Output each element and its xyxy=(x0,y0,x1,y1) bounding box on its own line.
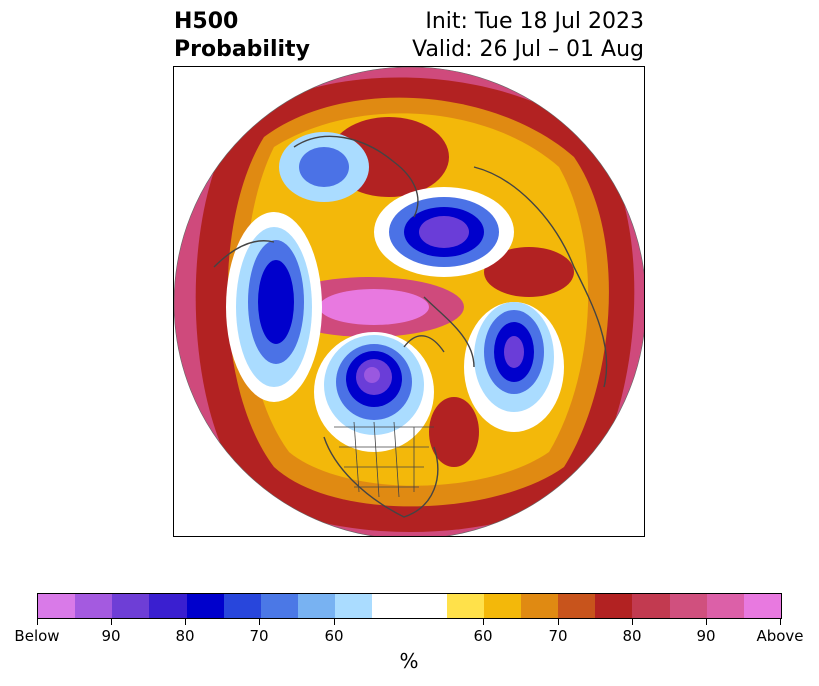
field-below-70-nw xyxy=(299,147,349,187)
colorbar-tick-label: Below xyxy=(14,627,60,645)
title-line-1: H500 xyxy=(174,9,239,34)
colorbar-segment xyxy=(483,594,522,618)
colorbar-segment xyxy=(558,594,596,618)
colorbar-segment xyxy=(669,594,707,618)
colorbar-segment xyxy=(149,594,187,618)
colorbar-segment xyxy=(521,594,559,618)
probability-map xyxy=(174,67,644,536)
field-below-90-north xyxy=(419,216,469,248)
colorbar-tick-label: 80 xyxy=(622,627,642,645)
colorbar-segment xyxy=(335,594,373,618)
colorbar-segment xyxy=(632,594,670,618)
probability-field xyxy=(174,67,644,536)
colorbar-tick-label: 70 xyxy=(548,627,568,645)
colorbar-unit: % xyxy=(399,649,419,673)
colorbar-segment xyxy=(446,594,484,618)
field-below-90-east xyxy=(504,336,524,368)
map-panel xyxy=(173,66,645,537)
init-date: Init: Tue 18 Jul 2023 xyxy=(425,9,644,34)
colorbar-segment xyxy=(260,594,299,618)
colorbar-tick xyxy=(632,619,633,625)
colorbar-tick xyxy=(334,619,335,625)
colorbar-tick-label: Above xyxy=(756,627,804,645)
map-title: H500 Probability xyxy=(174,8,310,64)
colorbar-tick-label: 70 xyxy=(249,627,269,645)
colorbar-tick xyxy=(558,619,559,625)
colorbar-tick-label: 60 xyxy=(324,627,344,645)
title-line-2: Probability xyxy=(174,37,310,62)
colorbar-segment xyxy=(298,594,336,618)
colorbar-segment xyxy=(75,594,113,618)
colorbar xyxy=(37,593,782,619)
field-above-80-east xyxy=(484,247,574,297)
colorbar-tick xyxy=(185,619,186,625)
colorbar-segment xyxy=(223,594,261,618)
field-below-80-west xyxy=(258,260,294,344)
colorbar-segment xyxy=(38,594,76,618)
coastlines xyxy=(213,135,608,518)
colorbar-tick-label: 60 xyxy=(473,627,493,645)
colorbar-tick xyxy=(706,619,707,625)
colorbar-tick xyxy=(37,619,38,625)
colorbar-tick xyxy=(259,619,260,625)
colorbar-tick-label: 90 xyxy=(101,627,121,645)
colorbar-segment xyxy=(112,594,150,618)
colorbar-segment xyxy=(706,594,744,618)
colorbar-segment xyxy=(743,594,782,618)
state-borders xyxy=(334,421,434,498)
colorbar-tick xyxy=(780,619,781,625)
field-below-max-center xyxy=(364,367,380,383)
colorbar-tick xyxy=(111,619,112,625)
colorbar-segment xyxy=(372,594,447,618)
colorbar-tick xyxy=(483,619,484,625)
field-above-max-center xyxy=(319,289,429,325)
colorbar-segment xyxy=(595,594,633,618)
colorbar-tick-label: 80 xyxy=(175,627,195,645)
colorbar-tick-label: 90 xyxy=(696,627,716,645)
colorbar-segment xyxy=(186,594,224,618)
field-above-80-south xyxy=(429,397,479,467)
forecast-dates: Init: Tue 18 Jul 2023 Valid: 26 Jul – 01… xyxy=(412,8,644,64)
valid-range: Valid: 26 Jul – 01 Aug xyxy=(412,37,644,62)
